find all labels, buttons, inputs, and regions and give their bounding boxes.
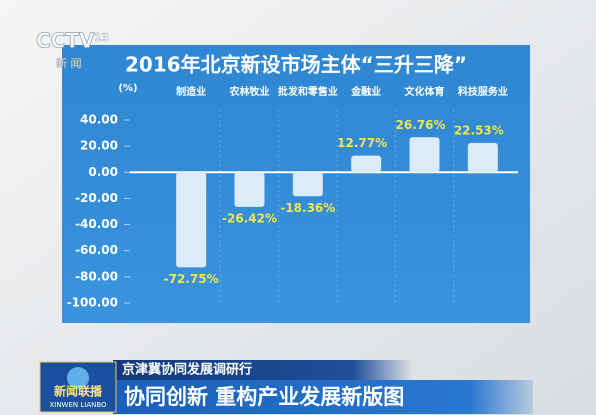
y-tick-label: 20.00 <box>80 139 118 153</box>
globe-icon <box>67 367 89 389</box>
channel-number: 13 <box>94 31 109 44</box>
category-label: 文化体育 <box>405 85 445 98</box>
headline-band <box>113 380 533 414</box>
category-label: 科技服务业 <box>458 85 508 98</box>
category-label: 金融业 <box>350 85 381 98</box>
channel-name: 新 闻 <box>56 56 82 70</box>
value-label: -72.75% <box>164 272 219 286</box>
bar <box>292 172 323 197</box>
y-tick-label: 0.00 <box>88 165 118 179</box>
program-pinyin: XINWEN LIANBO <box>49 401 107 409</box>
value-label: -26.42% <box>222 211 277 225</box>
segment-band <box>113 360 413 380</box>
y-tick-label: -40.00 <box>75 217 118 231</box>
segment-title: 京津冀协同发展调研行 <box>122 362 252 378</box>
program-name: 新闻联播 <box>54 384 103 399</box>
headline: 协同创新 重构产业发展新版图 <box>124 385 404 409</box>
bar <box>176 172 207 268</box>
y-tick-label: -60.00 <box>75 243 118 257</box>
category-label: 制造业 <box>176 85 206 98</box>
y-tick-label: -20.00 <box>75 191 118 205</box>
value-label: 12.77% <box>337 136 387 150</box>
bar <box>467 142 498 173</box>
y-axis-label: (%) <box>118 83 137 94</box>
bar <box>409 137 440 173</box>
bar <box>351 155 382 173</box>
plot: 40.00 20.00 0.00 -20.00 -40.00 -60.00 -80.00 -1… <box>67 85 518 310</box>
channel-logo: CCTV <box>36 29 95 53</box>
value-label: 26.76% <box>396 118 446 132</box>
chart-title: 2016年北京新设市场主体“三升三降” <box>125 53 467 77</box>
category-label: 批发和零售业 <box>278 85 338 98</box>
value-label: 22.53% <box>454 123 504 137</box>
category-label: 农林牧业 <box>229 85 270 98</box>
bar <box>234 172 265 207</box>
y-tick-label: -80.00 <box>75 269 118 283</box>
y-tick-label: 40.00 <box>80 113 118 127</box>
value-label: -18.36% <box>280 201 335 215</box>
y-tick-label: -100.00 <box>67 296 118 310</box>
